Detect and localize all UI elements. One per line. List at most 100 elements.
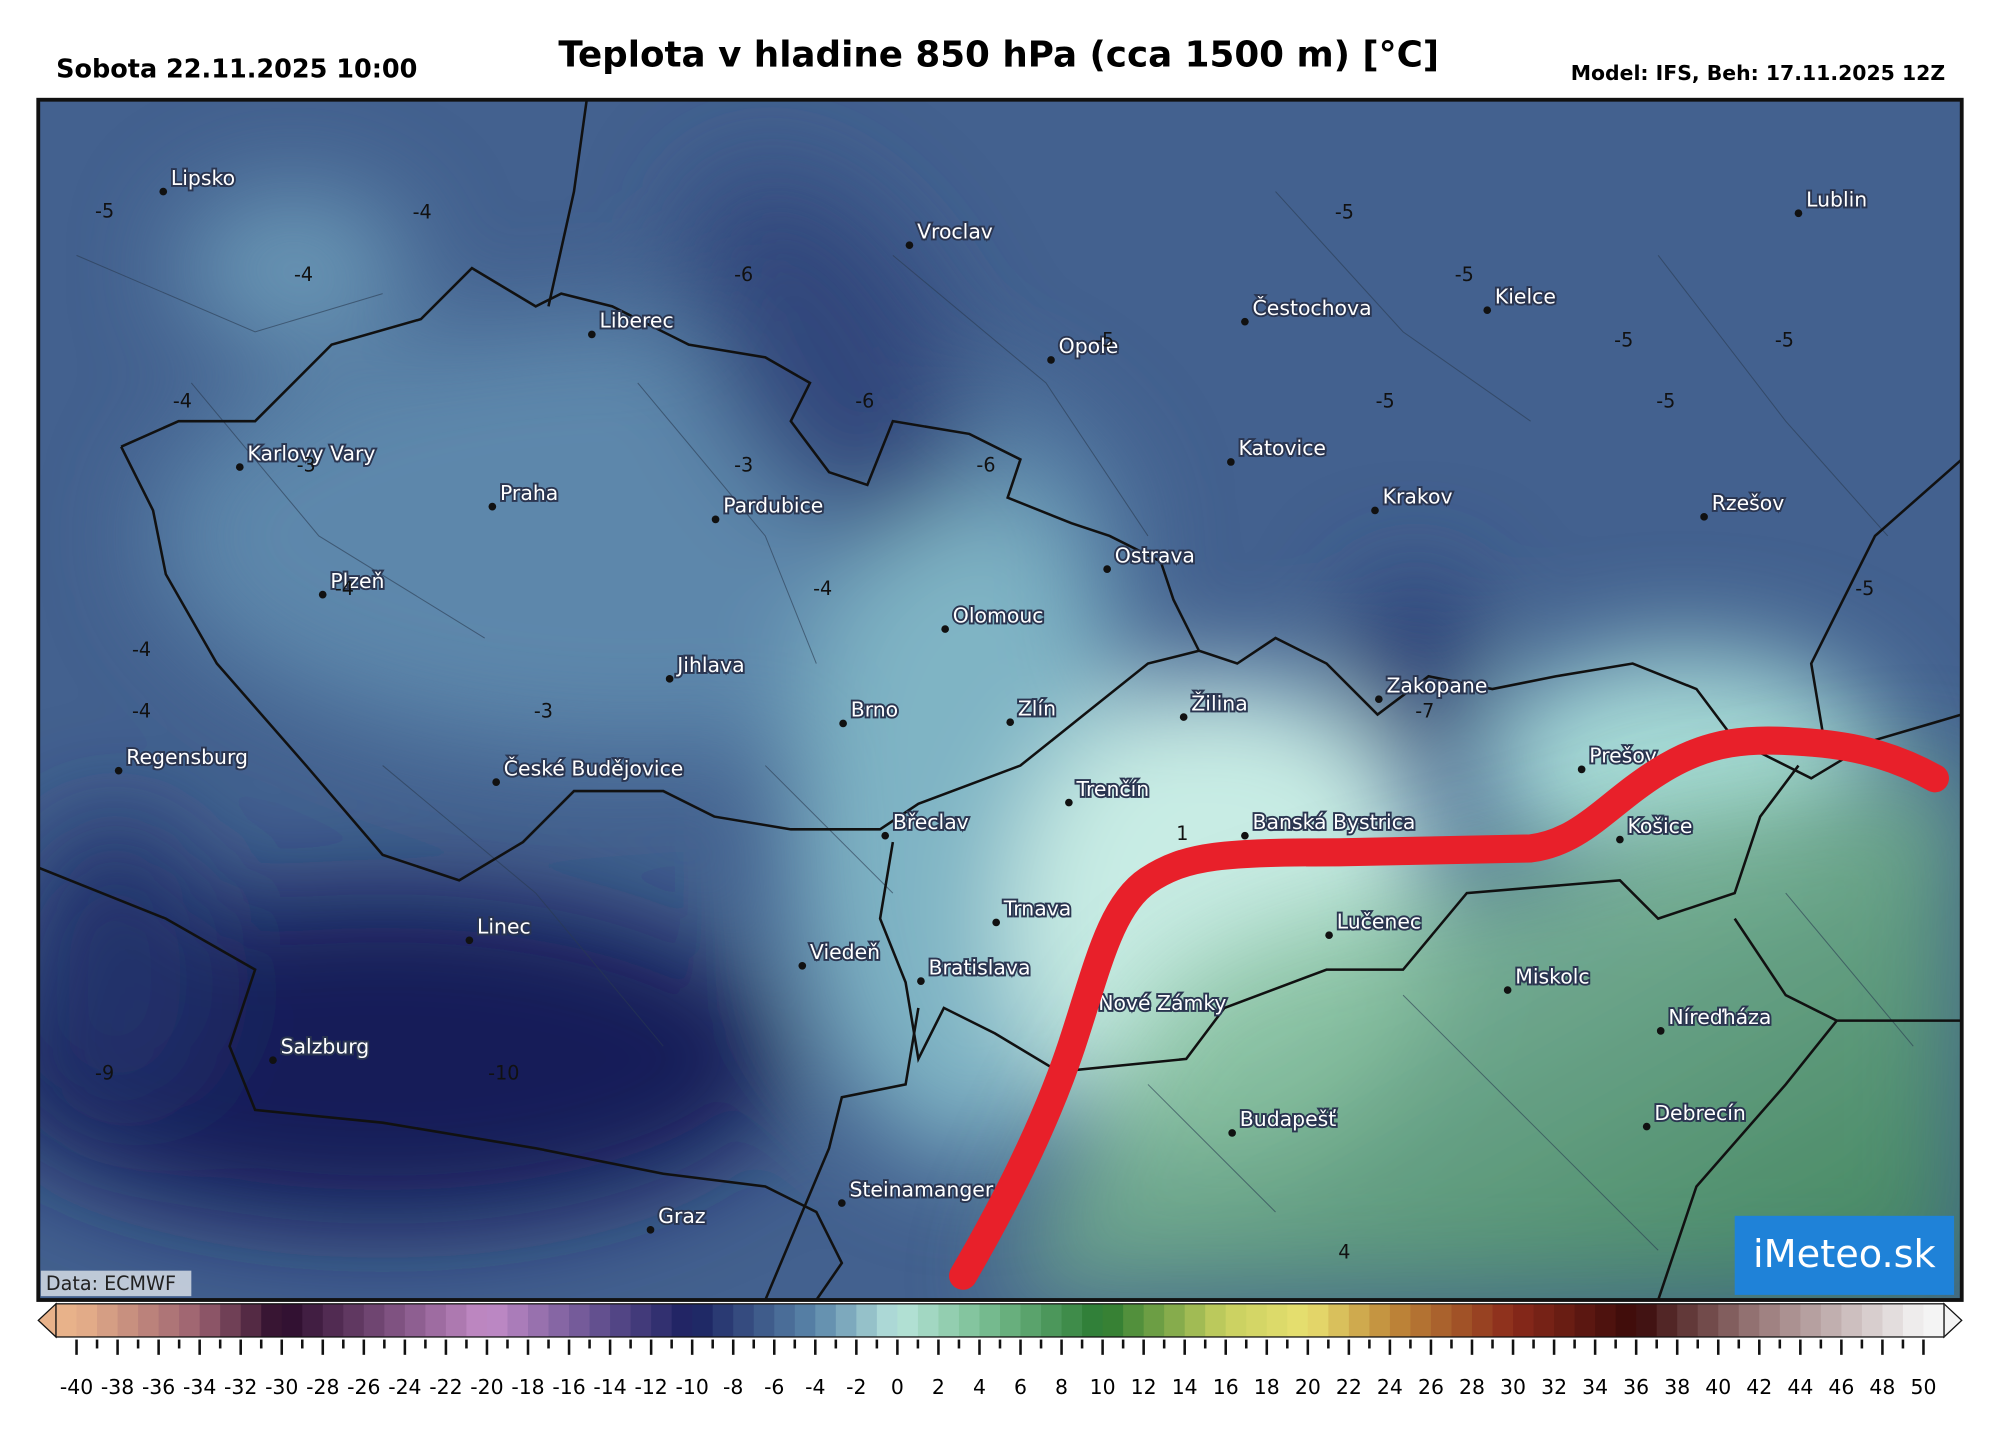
contour-label: -3 <box>734 453 753 476</box>
city-dot <box>488 502 497 511</box>
colorbar-cell <box>322 1303 344 1337</box>
city-label: Viedeň <box>810 940 880 964</box>
colorbar-cell <box>589 1303 611 1337</box>
tick-label: 44 <box>1787 1375 1813 1399</box>
tick-label: -30 <box>265 1375 298 1399</box>
city-label: Lipsko <box>171 166 235 190</box>
colorbar-cell <box>240 1303 262 1337</box>
tick-label: 4 <box>973 1375 986 1399</box>
contour-label: -4 <box>813 577 832 600</box>
city-dot <box>159 187 168 196</box>
city-dot <box>1241 831 1249 840</box>
colorbar-cell <box>958 1303 981 1337</box>
colorbar-cell <box>1205 1303 1227 1337</box>
city-label: Lublin <box>1806 188 1867 212</box>
city-label: Opole <box>1059 334 1119 358</box>
tick-label: 36 <box>1623 1375 1649 1399</box>
city-dot <box>839 719 847 728</box>
tick-label: 32 <box>1541 1375 1567 1399</box>
contour-label: -5 <box>1855 577 1874 600</box>
tick-label: -6 <box>764 1375 784 1399</box>
tick-label: 22 <box>1336 1375 1362 1399</box>
city-label: Budapešť <box>1240 1107 1336 1131</box>
city-dot <box>1325 931 1333 940</box>
city-label: Olomouc <box>953 603 1044 627</box>
colorbar-cell <box>1451 1303 1473 1337</box>
colorbar-cell <box>1246 1303 1268 1337</box>
colorbar-cell <box>76 1303 98 1337</box>
city-dot <box>1006 718 1015 727</box>
contour-label: -4 <box>132 699 151 722</box>
city-label: Krakov <box>1383 485 1453 509</box>
contour-label: -6 <box>855 390 874 413</box>
tick-label: 10 <box>1090 1375 1116 1399</box>
city-label: Karlovy Vary <box>247 441 375 465</box>
colorbar-cell <box>1615 1303 1637 1337</box>
tick-label: 6 <box>1014 1375 1027 1399</box>
city-label: Bratislava <box>929 955 1031 979</box>
colorbar-cell <box>1471 1303 1494 1337</box>
colorbar-cell <box>1348 1303 1371 1337</box>
contour-label: -6 <box>976 453 995 476</box>
tick-label: 2 <box>932 1375 945 1399</box>
city-label: Steinamanger <box>849 1177 993 1201</box>
colorbar-cell <box>753 1303 775 1337</box>
city-label: Zakopane <box>1386 673 1487 697</box>
colorbar-cell <box>1328 1303 1350 1337</box>
city-label: Jihlava <box>675 653 744 677</box>
city-dot <box>1375 695 1383 704</box>
city-label: Trenčín <box>1076 777 1150 801</box>
tick-label: -36 <box>142 1375 175 1399</box>
tick-label: 40 <box>1705 1375 1731 1399</box>
contour-label: -6 <box>734 263 753 286</box>
tick-label: 28 <box>1459 1375 1485 1399</box>
city-dot <box>269 1056 277 1065</box>
city-label: České Budějovice <box>504 755 684 780</box>
annotation-line <box>948 726 1949 1290</box>
model: Model: IFS, Beh: 17.11.2025 12Z <box>1571 61 1945 85</box>
city-label: Nové Zámky <box>1098 991 1226 1015</box>
colorbar-cell <box>1041 1303 1063 1337</box>
contour-label: -4 <box>132 638 151 661</box>
city-dot <box>492 778 500 786</box>
colorbar-cell <box>1841 1303 1863 1337</box>
colorbar-cell <box>199 1303 221 1337</box>
city-label: Salzburg <box>281 1034 370 1058</box>
colorbar-cell <box>138 1303 160 1337</box>
city-dot <box>881 831 890 840</box>
colorbar-cell <box>712 1303 734 1337</box>
colorbar-cell <box>158 1303 180 1337</box>
city-dot <box>1227 458 1235 466</box>
colorbar-cell <box>1266 1303 1288 1337</box>
city-dot <box>1179 713 1188 721</box>
colorbar-cell <box>281 1303 303 1337</box>
city-label: Banská Bystrica <box>1253 810 1416 834</box>
tick-label: 38 <box>1664 1375 1690 1399</box>
tick-label: 46 <box>1828 1375 1854 1399</box>
city-dot <box>905 241 914 249</box>
city-dot <box>1577 765 1586 774</box>
colorbar-cell <box>56 1303 78 1337</box>
title: Teplota v hladine 850 hPa (cca 1500 m) [… <box>558 34 1439 75</box>
contour-label: -7 <box>1415 699 1434 722</box>
colorbar-cell <box>671 1303 693 1337</box>
city-dot <box>941 625 949 633</box>
tick-label: -14 <box>593 1375 626 1399</box>
tick-label: -38 <box>101 1375 134 1399</box>
tick-label: -24 <box>388 1375 421 1399</box>
city-label: Katovice <box>1239 436 1326 460</box>
city-label: Trnava <box>1003 897 1071 921</box>
colorbar-cell <box>1595 1303 1617 1337</box>
colorbar-cell <box>1061 1303 1083 1337</box>
contour-label: -5 <box>95 199 114 222</box>
colorbar-cell <box>528 1303 550 1337</box>
colorbar-cell <box>1143 1303 1165 1337</box>
colorbar-cell <box>1369 1303 1391 1337</box>
tick-label: -2 <box>846 1375 866 1399</box>
colorbar-cell <box>1636 1303 1658 1337</box>
tick-label: 26 <box>1418 1375 1444 1399</box>
city-dot <box>1241 317 1249 326</box>
colorbar-cell <box>876 1303 899 1337</box>
city-label: Kielce <box>1495 284 1556 308</box>
